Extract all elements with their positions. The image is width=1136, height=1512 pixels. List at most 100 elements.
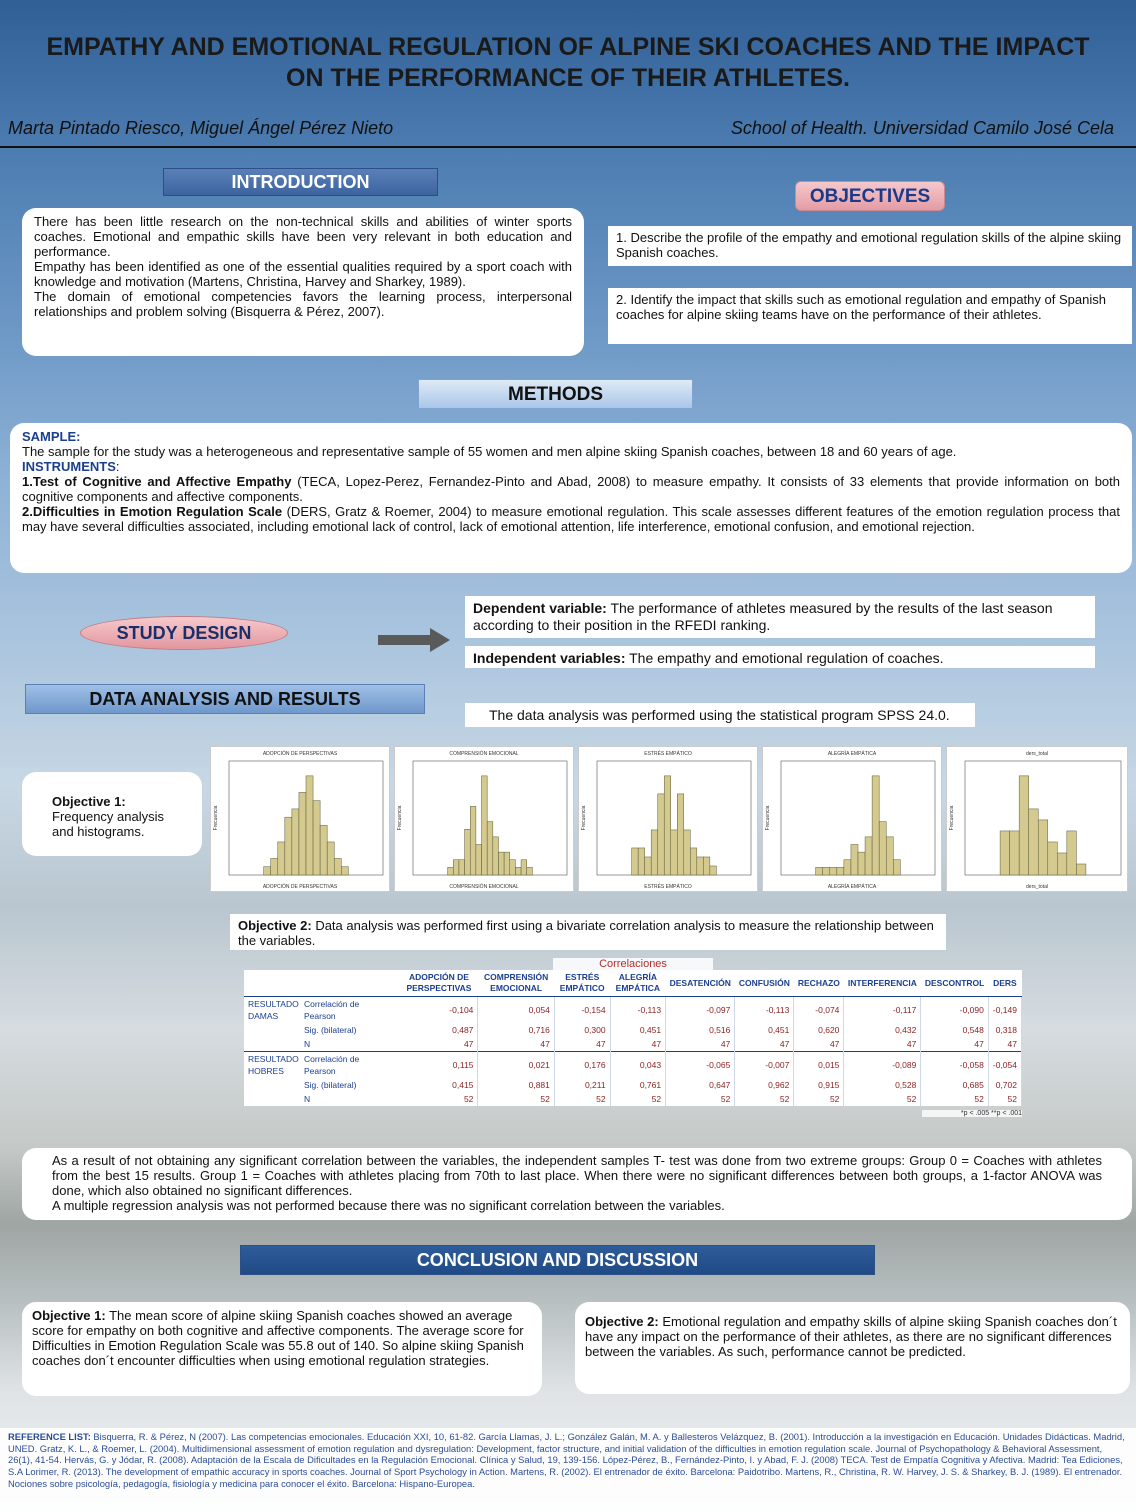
table-cell: -0,089 (843, 1051, 922, 1078)
introduction-heading: INTRODUCTION (163, 168, 438, 196)
histogram-bar (475, 844, 482, 876)
sample-label: SAMPLE: (22, 429, 81, 444)
histogram-title: ESTRÉS EMPÁTICO (644, 750, 692, 757)
table-cell: 0,211 (554, 1078, 611, 1092)
row-label-text: N (304, 1039, 311, 1049)
histogram-bar (333, 858, 342, 876)
histogram-xlabel: ALEGRÍA EMPÁTICA (828, 883, 877, 890)
table-cell: 0,415 (400, 1078, 479, 1092)
obj2-label: Objective 2: (238, 918, 312, 933)
table-cell: 0,647 (665, 1078, 736, 1092)
table-cell: 52 (793, 1092, 845, 1106)
methods-box: SAMPLE: The sample for the study was a h… (10, 423, 1132, 573)
histogram-bar (857, 851, 866, 876)
table-cell: 52 (665, 1092, 736, 1106)
histogram-bar (270, 858, 279, 876)
histogram-bar (650, 829, 658, 876)
references-label: REFERENCE LIST: (8, 1431, 91, 1442)
conclusion-objective-1: Objective 1: The mean score of alpine sk… (22, 1302, 542, 1396)
histogram-title: COMPRENSIÓN EMOCIONAL (449, 750, 518, 757)
table-cell: 0,318 (988, 1023, 1023, 1037)
correlation-footnote: *p < .005 **p < .001 (922, 1110, 1022, 1117)
row-label-text: Correlación de Pearson (304, 1054, 360, 1076)
intro-paragraph: Empathy has been identified as one of th… (34, 259, 572, 289)
histogram-bar (515, 867, 522, 876)
column-header: ESTRÉS EMPÁTICO (554, 970, 611, 997)
column-header: DERS (988, 970, 1022, 997)
results-summary-box: As a result of not obtaining any signifi… (22, 1148, 1132, 1220)
histogram-xlabel: COMPRENSIÓN EMOCIONAL (449, 883, 518, 890)
table-cell: -0,154 (554, 996, 611, 1023)
histogram-ylabel: Frecuencia (213, 805, 219, 830)
histogram-bar (458, 859, 465, 876)
histogram-comprension: COMPRENSIÓN EMOCIONAL COMPRENSIÓN EMOCION… (394, 746, 574, 892)
histogram-bar (263, 866, 271, 876)
histogram-bar (277, 841, 286, 876)
histogram-ders: ders_total ders_total Frecuencia (946, 746, 1128, 892)
histogram-bar (696, 856, 704, 876)
table-cell: 52 (988, 1092, 1023, 1106)
histogram-bar (637, 847, 645, 876)
row-label: Sig. (bilateral) (244, 1023, 400, 1037)
histogram-bar (1057, 852, 1068, 876)
histogram-bar (486, 821, 494, 876)
table-cell: 47 (554, 1037, 611, 1052)
table-row: N 47 47 47 47 47 47 47 47 47 47 (244, 1037, 1023, 1052)
histogram-bar (319, 825, 328, 876)
independent-variable-box: Independent variables: The empathy and e… (465, 646, 1095, 668)
table-cell: 47 (665, 1037, 736, 1052)
affiliation: School of Health. Universidad Camilo Jos… (730, 118, 1114, 138)
table-cell: 0,451 (734, 1023, 795, 1037)
dependent-text: The performance of athletes measured by … (473, 600, 1053, 633)
table-row: RESULTADO DAMASCorrelación de Pearson -0,… (244, 996, 1023, 1024)
table-cell: 0,451 (610, 1023, 667, 1037)
histogram-bar (1037, 819, 1049, 876)
histogram-bar (464, 828, 471, 876)
poster-title: EMPATHY AND EMOTIONAL REGULATION OF ALPI… (46, 33, 1090, 92)
histogram-bar (503, 851, 511, 876)
table-cell: -0,074 (793, 996, 845, 1023)
dependent-variable-box: Dependent variable: The performance of a… (465, 596, 1095, 638)
c1-text: The mean score of alpine skiing Spanish … (32, 1308, 524, 1368)
spss-note: The data analysis was performed using th… (465, 703, 975, 727)
row-label: RESULTADO HOBRESCorrelación de Pearson (244, 1052, 400, 1079)
histogram-bar (526, 867, 533, 876)
results-heading: DATA ANALYSIS AND RESULTS (25, 684, 425, 714)
row-label: RESULTADO DAMASCorrelación de Pearson (244, 997, 400, 1024)
histogram-bar (312, 800, 321, 876)
table-cell: 0,548 (920, 1023, 989, 1037)
table-cell: 0,516 (665, 1023, 736, 1037)
table-cell: 47 (400, 1037, 479, 1052)
column-header: COMPRENSIÓN EMOCIONAL (477, 970, 555, 997)
histogram-bar (1018, 775, 1029, 876)
histogram-bar (663, 775, 671, 876)
histogram-ylabel: Frecuencia (765, 805, 771, 830)
independent-label: Independent variables: (473, 650, 626, 666)
conclusion-objective-2: Objective 2: Emotional regulation and em… (575, 1302, 1130, 1394)
table-cell: 0,528 (843, 1078, 922, 1092)
table-cell: 47 (477, 1037, 555, 1052)
dependent-label: Dependent variable: (473, 600, 607, 616)
histogram-bar (677, 793, 685, 876)
table-cell: -0,149 (988, 996, 1023, 1023)
sample-text: The sample for the study was a heterogen… (22, 444, 957, 459)
histogram-bar (1009, 830, 1020, 876)
column-header: ADOPCIÓN DE PERSPECTIVAS (400, 970, 478, 997)
histogram-bar (709, 865, 717, 876)
histogram-bar (1066, 830, 1077, 876)
table-cell: 52 (734, 1092, 795, 1106)
column-header: DESATENCIÓN (665, 970, 735, 997)
results-paragraph: As a result of not obtaining any signifi… (52, 1153, 1102, 1198)
table-cell: 47 (988, 1037, 1023, 1052)
references-text: Bisquerra, R. & Pérez, N (2007). Las com… (8, 1431, 1125, 1489)
column-header: RECHAZO (793, 970, 844, 997)
table-cell: -0,097 (665, 996, 736, 1023)
objectives-heading: OBJECTIVES (795, 181, 945, 211)
c2-text: Emotional regulation and empathy skills … (585, 1314, 1117, 1359)
table-cell: 47 (610, 1037, 667, 1052)
histogram-bar (631, 847, 639, 876)
histogram-title: ALEGRÍA EMPÁTICA (828, 750, 877, 757)
histogram-ylabel: Frecuencia (581, 805, 587, 830)
histogram-xlabel: ESTRÉS EMPÁTICO (644, 883, 692, 890)
table-cell: -0,054 (988, 1051, 1023, 1078)
